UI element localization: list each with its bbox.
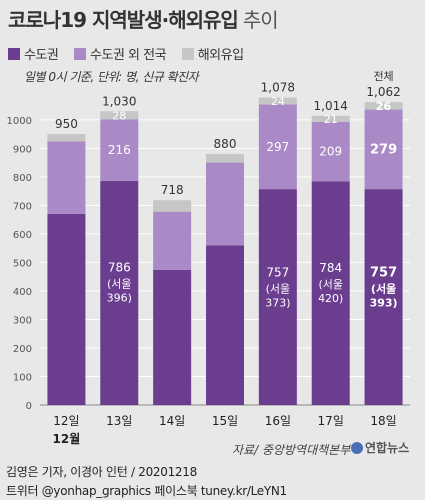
total-prefix-label: 전체 xyxy=(373,70,393,83)
total-label: 1,030 xyxy=(102,94,136,108)
total-label: 1,014 xyxy=(314,99,348,113)
chart-title-suffix: 추이 xyxy=(242,8,279,32)
non-capital-value-label: 279 xyxy=(370,142,397,157)
bar-segment-capital xyxy=(47,213,86,405)
y-tick-label: 0 xyxy=(26,401,32,412)
bar-segment-capital xyxy=(258,189,297,405)
yonhap-logo-icon xyxy=(351,442,363,454)
source-note: 자료/ 중앙방역대책본부 xyxy=(232,443,351,457)
legend-swatch-capital xyxy=(8,48,20,60)
credit-line-2: 트위터 @yonhap_graphics 페이스북 tuney.kr/LeYN1 xyxy=(6,484,287,498)
legend-item-non-capital: 수도권 외 전국 xyxy=(74,44,167,63)
y-tick-label: 800 xyxy=(13,173,32,184)
y-tick-label: 300 xyxy=(13,315,32,326)
seoul-label: (서울 xyxy=(371,281,396,295)
seoul-label: (서울 xyxy=(266,282,291,295)
bar-segment-overseas xyxy=(100,111,139,120)
bar-segment-non-capital xyxy=(100,119,139,181)
legend-label-overseas: 해외유입 xyxy=(197,48,244,63)
x-tick-label: 12일 xyxy=(53,414,79,428)
yonhap-logo: 연합뉴스 xyxy=(351,439,409,456)
bar-segment-overseas xyxy=(47,134,86,142)
bar-segment-capital xyxy=(153,269,192,405)
bar-segment-non-capital xyxy=(47,141,86,214)
chart-title: 코로나19 지역발생·해외유입 xyxy=(8,8,239,32)
bar-segment-overseas xyxy=(153,200,192,212)
yonhap-logo-text: 연합뉴스 xyxy=(365,441,410,455)
non-capital-value-label: 209 xyxy=(319,145,342,159)
total-label: 950 xyxy=(55,117,78,131)
bar-segment-non-capital xyxy=(311,121,350,182)
seoul-label: (서울 xyxy=(318,278,343,291)
overseas-value-label: 24 xyxy=(271,95,285,108)
bar-segment-non-capital xyxy=(206,162,244,246)
bar-segment-overseas xyxy=(206,154,244,163)
y-tick-label: 100 xyxy=(13,372,32,383)
bar-segment-non-capital xyxy=(258,104,297,190)
overseas-value-label: 28 xyxy=(112,109,126,122)
chart-title-row: 코로나19 지역발생·해외유입 추이 xyxy=(8,4,418,40)
y-tick-label: 600 xyxy=(13,230,32,241)
bar-segment-capital xyxy=(311,181,350,405)
seoul-value-label: 393) xyxy=(370,296,398,309)
y-tick-label: 400 xyxy=(13,287,32,298)
total-label: 1,062 xyxy=(366,85,400,99)
capital-value-label: 786 xyxy=(108,261,131,275)
bar-segment-capital xyxy=(206,245,244,405)
bar-segment-overseas xyxy=(311,115,350,122)
overseas-value-label: 21 xyxy=(324,113,338,126)
month-label: 12월 xyxy=(53,431,81,446)
capital-value-label: 757 xyxy=(370,265,397,280)
bar-segment-overseas xyxy=(364,102,403,110)
legend-swatch-non-capital xyxy=(74,48,87,60)
x-tick-label: 17일 xyxy=(318,414,344,428)
total-label: 880 xyxy=(214,137,237,151)
capital-value-label: 757 xyxy=(266,265,289,279)
seoul-value-label: 420) xyxy=(318,292,343,305)
total-label: 1,078 xyxy=(261,81,295,95)
capital-value-label: 784 xyxy=(319,261,342,275)
x-tick-label: 14일 xyxy=(159,414,185,428)
credit-line-1: 김영은 기자, 이경아 인턴 / 20201218 xyxy=(6,465,197,479)
seoul-value-label: 396) xyxy=(107,292,132,305)
seoul-value-label: 373) xyxy=(265,296,290,309)
y-tick-label: 200 xyxy=(13,344,32,355)
bar-segment-non-capital xyxy=(364,109,403,190)
x-tick-label: 18일 xyxy=(370,414,396,428)
y-tick-label: 700 xyxy=(13,201,32,212)
x-tick-label: 15일 xyxy=(212,414,238,428)
legend-item-capital: 수도권 xyxy=(8,44,59,63)
total-label: 718 xyxy=(161,183,184,197)
legend-label-non-capital: 수도권 외 전국 xyxy=(90,48,167,63)
bar-segment-overseas xyxy=(258,97,297,105)
x-tick-label: 13일 xyxy=(106,414,132,428)
seoul-label: (서울 xyxy=(107,278,132,291)
y-tick-label: 900 xyxy=(13,144,32,155)
x-tick-label: 16일 xyxy=(265,414,291,428)
overseas-value-label: 26 xyxy=(376,100,392,113)
legend-item-overseas: 해외유입 xyxy=(181,44,244,63)
bar-segment-capital xyxy=(364,189,403,405)
bar-segment-non-capital xyxy=(153,211,192,270)
non-capital-value-label: 297 xyxy=(266,140,289,154)
bar-segment-capital xyxy=(100,180,139,405)
legend: 수도권 수도권 외 전국 해외유입 xyxy=(8,44,256,64)
legend-label-capital: 수도권 xyxy=(24,48,59,63)
non-capital-value-label: 216 xyxy=(108,143,131,157)
y-tick-label: 1000 xyxy=(7,116,32,127)
legend-swatch-overseas xyxy=(181,48,194,60)
y-tick-label: 500 xyxy=(13,258,32,269)
unit-note: 일별 0시 기준, 단위: 명, 신규 확진자 xyxy=(24,70,199,84)
